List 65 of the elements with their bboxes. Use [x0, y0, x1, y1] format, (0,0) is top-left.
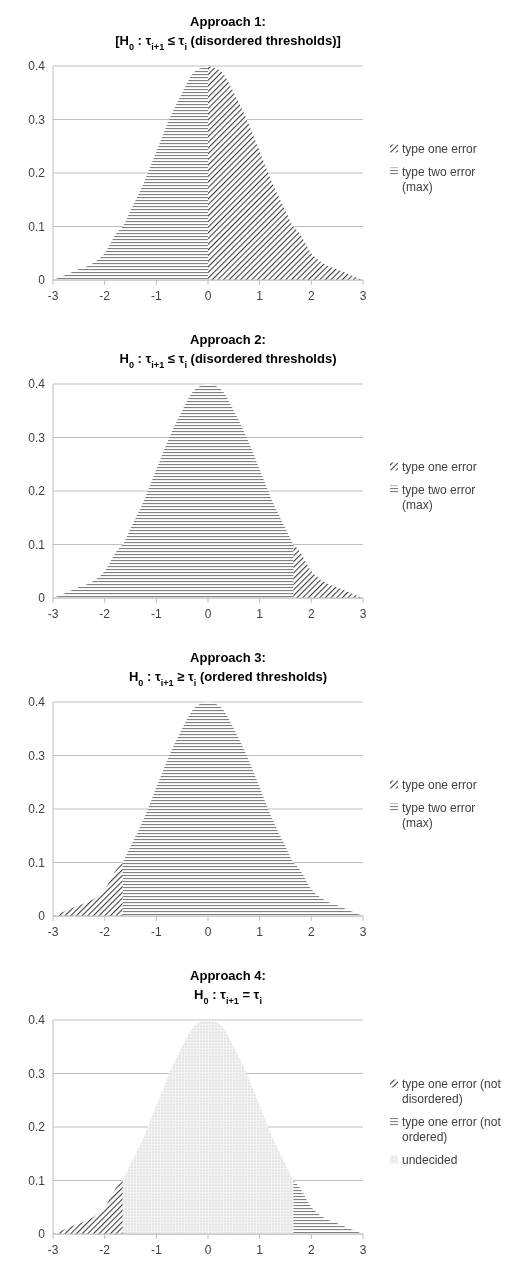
x-tick-label: 3 — [359, 1243, 367, 1257]
x-tick-label: -1 — [151, 1243, 162, 1257]
chart-title: Approach 2: — [190, 332, 266, 347]
x-tick-label: 1 — [256, 607, 264, 621]
y-tick-label: 0.1 — [28, 855, 46, 870]
chart-title: Approach 3: — [190, 650, 266, 665]
legend-label: type two error (max) — [402, 800, 476, 830]
x-tick-label: -2 — [99, 1243, 111, 1257]
x-tick-label: -3 — [47, 289, 59, 303]
x-tick-label: 0 — [204, 1243, 212, 1257]
legend-label: type one error (not ordered) — [402, 1114, 502, 1144]
x-tick-label: 2 — [307, 607, 315, 621]
x-tick-label: 2 — [307, 925, 315, 939]
x-tick-label: -3 — [47, 925, 59, 939]
legend-label: undecided — [402, 1152, 458, 1167]
chart-subtitle: H$_{0}$: τ$_{i+1}$ = τ$_{i}$ — [194, 987, 262, 1006]
x-tick-label: 3 — [359, 289, 367, 303]
x-tick-label: 3 — [359, 607, 367, 621]
x-tick-label: -2 — [99, 607, 111, 621]
y-tick-label: 0.2 — [28, 802, 46, 816]
y-tick-label: 0 — [38, 909, 46, 923]
legend-label: type one error — [402, 459, 477, 474]
x-tick-label: 2 — [307, 1243, 315, 1257]
chart-subtitle: [H$_{0}$: τ$_{i+1}$ ≤ τ$_{i}$ (disordered thresholds)] — [115, 33, 341, 52]
x-tick-label: -3 — [47, 1243, 59, 1257]
y-tick-label: 0.1 — [28, 537, 46, 552]
x-tick-label: -1 — [151, 607, 162, 621]
y-tick-label: 0.4 — [28, 59, 46, 73]
y-tick-label: 0 — [38, 273, 46, 287]
x-tick-label: -2 — [99, 925, 111, 939]
y-tick-label: 0.2 — [28, 1120, 46, 1134]
y-tick-label: 0.1 — [28, 219, 46, 234]
chart-subtitle: H$_{0}$: τ$_{i+1}$ ≤ τ$_{i}$ (disordered thresholds) — [119, 351, 337, 370]
x-tick-label: 2 — [307, 289, 315, 303]
chart-title: Approach 1: — [190, 14, 266, 29]
x-tick-label: -2 — [99, 289, 111, 303]
legend-label: type one error (not disordered) — [402, 1076, 502, 1106]
x-tick-label: -1 — [151, 925, 162, 939]
y-tick-label: 0.4 — [28, 695, 46, 709]
y-tick-label: 0.2 — [28, 484, 46, 498]
x-tick-label: 1 — [256, 1243, 264, 1257]
x-tick-label: 0 — [204, 289, 212, 303]
y-tick-label: 0.4 — [28, 377, 46, 391]
legend-label: type two error (max) — [402, 482, 476, 512]
x-tick-label: 1 — [256, 925, 264, 939]
x-tick-label: -3 — [47, 607, 59, 621]
y-tick-label: 0 — [38, 591, 46, 605]
legend-label: type two error (max) — [402, 164, 476, 194]
x-tick-label: -1 — [151, 289, 162, 303]
y-tick-label: 0.2 — [28, 166, 46, 180]
y-tick-label: 0.4 — [28, 1013, 46, 1027]
chart-title: Approach 4: — [190, 968, 266, 983]
y-tick-label: 0 — [38, 1227, 46, 1241]
chart-subtitle: H$_{0}$: τ$_{i+1}$ ≥ τ$_{i}$ (ordered thresholds) — [128, 669, 328, 688]
y-tick-label: 0.3 — [28, 430, 46, 445]
x-tick-label: 3 — [359, 925, 367, 939]
y-tick-label: 0.1 — [28, 1173, 46, 1188]
x-tick-label: 0 — [204, 925, 212, 939]
y-tick-label: 0.3 — [28, 1066, 46, 1081]
x-tick-label: 1 — [256, 289, 264, 303]
y-tick-label: 0.3 — [28, 112, 46, 127]
legend-label: type one error — [402, 777, 477, 792]
x-tick-label: 0 — [204, 607, 212, 621]
legend-label: type one error — [402, 141, 477, 156]
y-tick-label: 0.3 — [28, 748, 46, 763]
